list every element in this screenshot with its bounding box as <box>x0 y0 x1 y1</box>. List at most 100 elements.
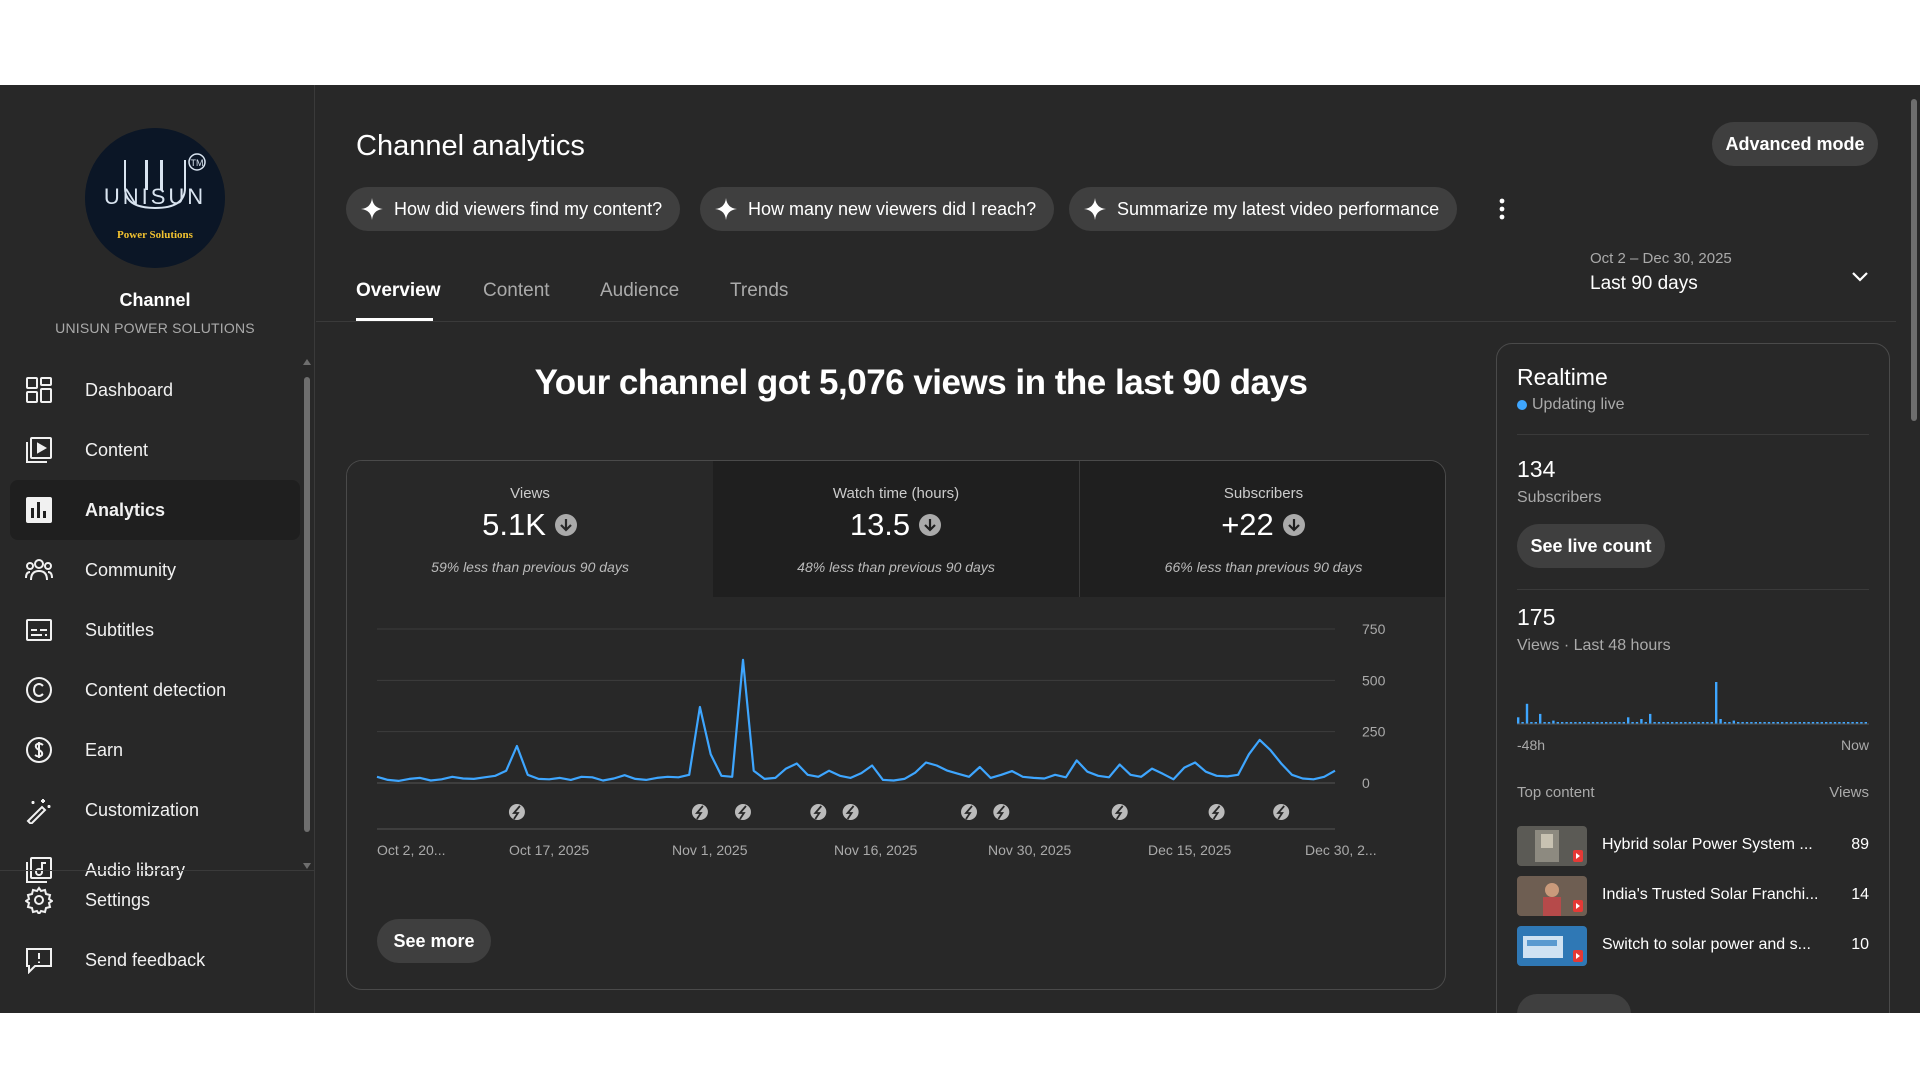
feedback-icon <box>26 948 52 974</box>
realtime-bar <box>1675 722 1678 724</box>
shorts-icon <box>1114 805 1124 820</box>
realtime-bar <box>1732 720 1735 724</box>
tab-audience[interactable]: Audience <box>600 280 680 301</box>
sparkle-icon <box>361 198 383 220</box>
realtime-bar <box>1543 722 1546 724</box>
video-title: Switch to solar power and s... <box>1602 936 1811 953</box>
sidebar-item-customization[interactable]: Customization <box>10 780 300 840</box>
realtime-bar <box>1847 722 1850 724</box>
main-scrollbar[interactable] <box>1910 85 1920 1013</box>
date-range-select[interactable]: Oct 2 – Dec 30, 2025 Last 90 days <box>1590 250 1880 300</box>
y-tick-label: 250 <box>1362 724 1386 740</box>
shorts-icon <box>1276 805 1285 820</box>
advanced-mode-button[interactable]: Advanced mode <box>1712 122 1878 166</box>
main-content: Channel analytics Advanced mode How did … <box>316 85 1896 1013</box>
sidebar-item-earn[interactable]: Earn <box>10 720 300 780</box>
metric-compare: 66% less than previous 90 days <box>1164 559 1363 575</box>
shorts-icon <box>1211 805 1221 820</box>
sidebar-item-settings[interactable]: Settings <box>10 870 300 930</box>
sidebar-item-community[interactable]: Community <box>10 540 300 600</box>
shorts-icon <box>813 805 823 820</box>
sidebar-divider <box>0 870 314 871</box>
sparkle-icon <box>1084 198 1106 220</box>
see-more-button[interactable]: See more <box>377 919 491 963</box>
top-content-row[interactable]: Switch to solar power and s... 10 <box>1517 926 1869 966</box>
dashboard-icon <box>26 377 52 403</box>
sidebar-item-send-feedback[interactable]: Send feedback <box>10 930 300 990</box>
tab-trends[interactable]: Trends <box>730 280 789 301</box>
scrollbar-thumb[interactable] <box>1911 99 1917 421</box>
date-range-dates: Oct 2 – Dec 30, 2025 <box>1590 250 1732 267</box>
arrow-down-icon <box>554 514 577 536</box>
realtime-bar <box>1578 722 1581 724</box>
top-content-row[interactable]: Hybrid solar Power System ... 89 <box>1517 826 1869 866</box>
realtime-bar <box>1719 719 1722 724</box>
tabs-divider <box>316 321 1896 322</box>
community-icon <box>25 559 53 581</box>
realtime-live-status: Updating live <box>1517 396 1625 414</box>
sidebar-scrollbar[interactable] <box>303 359 311 869</box>
sidebar-item-dashboard[interactable]: Dashboard <box>10 360 300 420</box>
realtime-bar <box>1530 722 1533 724</box>
realtime-see-more-button[interactable] <box>1517 994 1631 1013</box>
scrollbar-thumb[interactable] <box>304 377 310 832</box>
realtime-bar <box>1767 722 1771 724</box>
x-tick-label: Oct 2, 20... <box>377 842 445 858</box>
realtime-bar <box>1574 722 1577 724</box>
realtime-bar <box>1605 722 1608 724</box>
more-vert-icon[interactable] <box>1488 195 1516 223</box>
ask-chip-summarize[interactable]: Summarize my latest video performance <box>1069 187 1458 231</box>
channel-name: UNISUN POWER SOLUTIONS <box>55 320 255 336</box>
metric-subscribers[interactable]: Subscribers +22 66% less than previous 9… <box>1079 461 1445 597</box>
live-dot-icon <box>1517 400 1527 410</box>
realtime-bar <box>1657 722 1661 724</box>
shorts-icon <box>964 805 973 820</box>
upload-marker-icon <box>734 804 751 820</box>
sidebar-item-label: Send feedback <box>85 949 206 970</box>
realtime-bar <box>1697 722 1700 724</box>
ask-chip-new-viewers[interactable]: How many new viewers did I reach? <box>700 187 1055 231</box>
realtime-bar <box>1644 722 1647 724</box>
upload-marker-icon <box>1273 804 1290 820</box>
metric-views[interactable]: Views 5.1K 59% less than previous 90 day… <box>347 461 713 597</box>
top-content-row[interactable]: India's Trusted Solar Franchi... 14 <box>1517 876 1869 916</box>
scroll-down-arrow[interactable] <box>303 863 311 869</box>
overview-headline: Your channel got 5,076 views in the last… <box>534 363 1308 402</box>
arrow-down-icon <box>1282 514 1305 536</box>
tab-overview[interactable]: Overview <box>356 280 441 301</box>
chip-label: Summarize my latest video performance <box>1117 198 1440 219</box>
ask-chip-viewers-find[interactable]: How did viewers find my content? <box>346 187 681 231</box>
realtime-bar <box>1855 722 1859 724</box>
sidebar-item-audio-library[interactable]: Audio library <box>10 840 300 900</box>
scroll-up-arrow[interactable] <box>303 359 311 365</box>
unisun-logo: TM UNISUN Power Solutions <box>85 128 225 268</box>
realtime-bar <box>1666 722 1669 724</box>
sidebar-item-analytics[interactable]: Analytics <box>10 480 300 540</box>
realtime-bar <box>1561 722 1564 724</box>
realtime-bar <box>1754 722 1757 724</box>
see-live-count-button[interactable]: See live count <box>1517 524 1665 568</box>
top-content-views-header: Views <box>1829 784 1869 801</box>
upload-marker-icon <box>1111 804 1128 820</box>
realtime-bar <box>1728 722 1731 724</box>
sidebar-item-subtitles[interactable]: Subtitles <box>10 600 300 660</box>
shorts-icon <box>738 805 747 820</box>
metric-value: 5.1K <box>482 507 546 542</box>
realtime-bar <box>1820 722 1823 724</box>
realtime-bar <box>1833 722 1837 724</box>
sidebar-item-label: Settings <box>85 889 151 910</box>
realtime-views-label: Views · Last 48 hours <box>1517 637 1671 654</box>
sidebar-item-content-detection[interactable]: Content detection <box>10 660 300 720</box>
channel-avatar[interactable]: TM UNISUN Power Solutions <box>85 128 225 268</box>
sidebar-item-label: Audio library <box>85 859 186 880</box>
realtime-bar <box>1521 722 1524 724</box>
divider <box>1517 434 1869 435</box>
sidebar-item-content[interactable]: Content <box>10 420 300 480</box>
realtime-bar <box>1745 722 1749 724</box>
metric-watch-time[interactable]: Watch time (hours) 13.5 48% less than pr… <box>713 461 1079 597</box>
metric-compare: 59% less than previous 90 days <box>431 559 629 575</box>
x-tick-label: Oct 17, 2025 <box>509 842 589 858</box>
tab-content[interactable]: Content <box>483 280 550 301</box>
upload-marker-icon <box>1208 804 1225 820</box>
sidebar-item-label: Customization <box>85 799 200 820</box>
